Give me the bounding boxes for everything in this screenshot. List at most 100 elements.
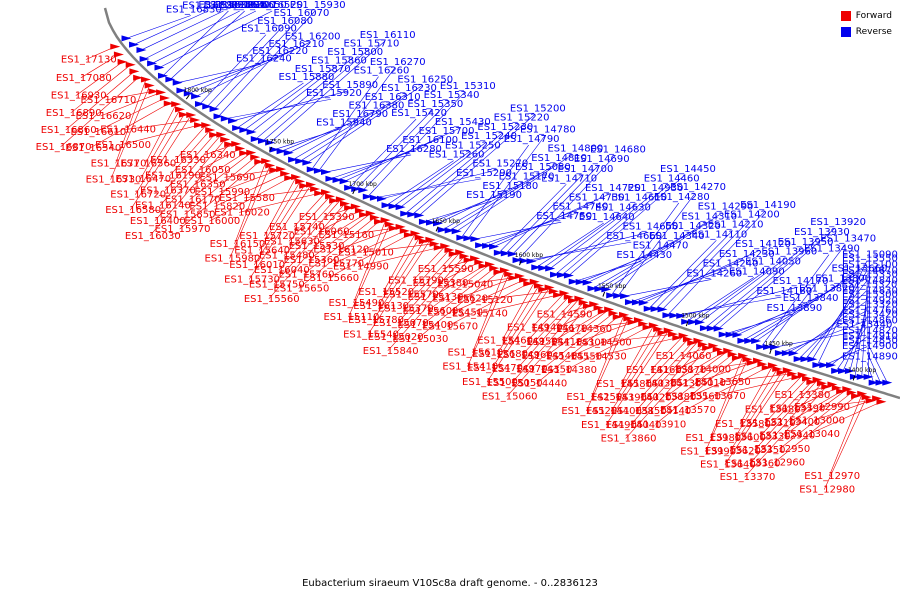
reverse-gene-mark (863, 373, 874, 380)
gene-label-ES1_15920: ES1_15920 (306, 88, 362, 99)
gene-label-ES1_15420: ES1_15420 (391, 108, 447, 119)
forward-gene-mark (113, 51, 124, 58)
gene-label-ES1_16150: ES1_16150 (210, 239, 266, 250)
forward-gene-mark (648, 322, 659, 329)
forward-gene-mark (623, 315, 634, 322)
gene-label-ES1_14710: ES1_14710 (541, 173, 597, 184)
forward-gene-mark (638, 320, 649, 327)
forward-gene-mark (344, 204, 355, 211)
tick-label: 1450 kbp (765, 340, 793, 347)
reverse-gene-mark (388, 203, 399, 210)
gene-label-ES1_15320: ES1_15320 (842, 280, 898, 291)
reverse-connector (381, 169, 498, 200)
forward-connector (486, 287, 550, 383)
gene-label-ES1_16210: ES1_16210 (268, 39, 324, 50)
forward-gene-mark (857, 390, 868, 397)
reverse-connector (554, 193, 653, 275)
gene-label-ES1_15100: ES1_15100 (842, 260, 898, 271)
tick-mark (602, 291, 606, 297)
reverse-connector (437, 182, 524, 224)
gene-label-ES1_14590: ES1_14590 (537, 310, 593, 321)
reverse-gene-mark (744, 337, 755, 344)
forward-gene-mark (568, 297, 579, 304)
forward-gene-mark (593, 304, 604, 311)
reverse-gene-mark (556, 272, 567, 279)
reverse-connector (199, 34, 267, 105)
gene-label-ES1_13870: ES1_13870 (651, 365, 707, 376)
forward-gene-mark (455, 249, 466, 256)
forward-gene-mark (231, 140, 242, 147)
reverse-gene-mark (800, 356, 811, 363)
gene-label-ES1_15120: ES1_15120 (457, 295, 513, 306)
forward-gene-mark (310, 185, 321, 192)
forward-gene-mark (519, 276, 530, 283)
forward-connector (774, 395, 857, 463)
forward-connector (174, 124, 207, 161)
gene-label-ES1_16000: ES1_16000 (184, 216, 240, 227)
forward-gene-mark (559, 290, 570, 297)
gene-label-ES1_14690: ES1_14690 (574, 154, 630, 165)
reverse-gene-mark (451, 228, 462, 235)
gene-label-ES1_14410: ES1_14410 (527, 337, 583, 348)
forward-connector (675, 349, 718, 371)
reverse-connector (505, 174, 583, 254)
forward-connector (377, 237, 420, 307)
forward-gene-mark (827, 381, 838, 388)
gene-label-ES1_13400: ES1_13400 (764, 417, 820, 428)
reverse-gene-mark (500, 250, 511, 257)
forward-connector (749, 383, 823, 464)
reverse-connector (188, 49, 294, 94)
forward-gene-mark (159, 95, 170, 102)
reverse-gene-mark (650, 306, 661, 313)
forward-gene-mark (440, 243, 451, 250)
reverse-connector (592, 231, 691, 289)
tick-mark (435, 226, 439, 232)
reverse-connector (423, 200, 492, 223)
forward-gene-mark (678, 332, 689, 339)
forward-connector (705, 359, 748, 452)
forward-gene-mark (224, 141, 235, 148)
gene-label-ES1_13680: ES1_13680 (745, 404, 801, 415)
forward-connector (655, 357, 738, 425)
gene-label-ES1_16090: ES1_16090 (241, 24, 297, 35)
gene-label-ES1_16140: ES1_16140 (135, 201, 191, 212)
forward-gene-mark (693, 337, 704, 344)
gene-label-ES1_13550: ES1_13550 (842, 253, 898, 264)
gene-label-ES1_14930: ES1_14930 (628, 183, 684, 194)
gene-label-ES1_15860: ES1_15860 (311, 55, 367, 66)
gene-label-ES1_15490: ES1_15490 (329, 298, 385, 309)
reverse-connector (405, 132, 503, 214)
forward-gene-mark (156, 89, 167, 96)
forward-gene-mark (851, 393, 862, 400)
forward-connector (264, 176, 297, 236)
reverse-connector (648, 240, 717, 309)
forward-gene-mark (627, 319, 638, 326)
forward-gene-mark (261, 158, 272, 165)
gene-label-ES1_16080: ES1_16080 (257, 16, 313, 27)
forward-gene-mark (429, 240, 440, 247)
gene-label-ES1_13570: ES1_13570 (660, 405, 716, 416)
gene-label-ES1_14030: ES1_14030 (621, 379, 677, 390)
gene-label-ES1_14900: ES1_14900 (842, 341, 898, 352)
gene-label-ES1_15130: ES1_15130 (408, 292, 464, 303)
gene-marks (110, 35, 893, 405)
genome-backbone-arc (103, 7, 900, 400)
forward-connector (729, 372, 782, 452)
gene-label-ES1_16610: ES1_16610 (70, 127, 126, 138)
forward-connector (95, 97, 166, 133)
gene-label-ES1_14700: ES1_14700 (558, 164, 614, 175)
reverse-gene-mark (265, 139, 276, 146)
gene-label-ES1_15080: ES1_15080 (515, 162, 571, 173)
gene-label-ES1_17130: ES1_17130 (61, 54, 117, 65)
forward-connector (154, 139, 226, 222)
forward-connector (581, 321, 633, 330)
gene-label-ES1_15800: ES1_15800 (327, 47, 383, 58)
forward-connector (595, 337, 678, 357)
forward-connector (303, 217, 376, 275)
forward-gene-mark (144, 82, 155, 89)
reverse-gene-mark (819, 362, 830, 369)
gene-label-ES1_15180: ES1_15180 (482, 181, 538, 192)
forward-gene-mark (163, 100, 174, 107)
gene-label-ES1_16120: ES1_16120 (313, 244, 369, 255)
forward-gene-mark (444, 246, 455, 253)
